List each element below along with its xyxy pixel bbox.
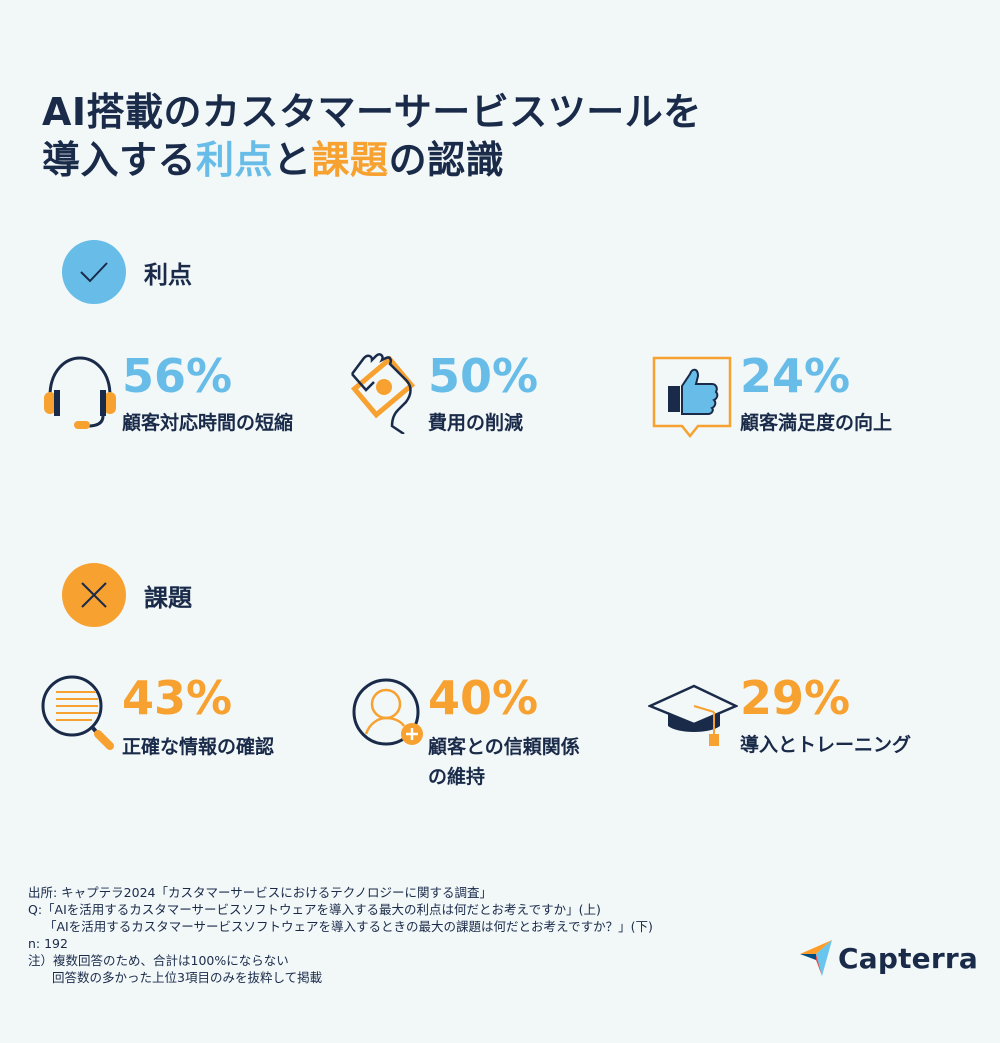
- benefit-percent-2: 50%: [428, 349, 539, 403]
- challenge-label-2-line2: の維持: [428, 766, 486, 788]
- challenge-percent-1: 43%: [122, 671, 233, 725]
- challenges-heading: 課題: [144, 583, 192, 612]
- footnote-source: 出所: キャプテラ2024「カスタマーサービスにおけるテクノロジーに関する調査」: [28, 885, 492, 900]
- title-challenge: 課題: [311, 138, 389, 182]
- money-hand-icon: [350, 353, 416, 434]
- headset-icon: [44, 356, 116, 429]
- title-prefix: 導入する: [42, 138, 197, 182]
- challenge-item-1: 43% 正確な情報の確認: [40, 672, 340, 762]
- benefit-label-3: 顧客満足度の向上: [740, 412, 893, 434]
- benefit-label-2: 費用の削減: [428, 412, 524, 434]
- footnote-note-1: 注）複数回答のため、合計は100%にならない: [28, 953, 289, 968]
- challenge-percent-3: 29%: [740, 671, 851, 725]
- title-line-1: AI搭載のカスタマーサービスツールを: [42, 90, 702, 134]
- thumbs-up-icon: [652, 356, 732, 439]
- title-benefit: 利点: [196, 138, 274, 182]
- magnifier-document-icon: [41, 675, 114, 750]
- challenge-item-3: 29% 導入とトレーニング: [648, 672, 968, 762]
- user-add-icon: [352, 678, 423, 746]
- footnote-note-2: 回答数の多かった上位3項目のみを抜粋して掲載: [52, 970, 323, 985]
- challenge-label-2-line1: 顧客との信頼関係: [428, 736, 580, 758]
- challenges-header: 課題: [62, 563, 192, 627]
- capterra-logo: Capterra: [800, 940, 978, 976]
- title-line-2: 導入する利点と課題の認識: [42, 136, 702, 184]
- challenge-percent-2: 40%: [428, 671, 539, 725]
- challenge-label-1: 正確な情報の確認: [122, 736, 275, 758]
- benefit-label-1: 顧客対応時間の短縮: [122, 412, 294, 434]
- footnote: 出所: キャプテラ2024「カスタマーサービスにおけるテクノロジーに関する調査」…: [28, 884, 653, 986]
- title-mid: と: [273, 138, 312, 182]
- graduation-cap-icon: [648, 684, 738, 746]
- challenge-item-2: 40% 顧客との信頼関係 の維持: [352, 672, 632, 792]
- benefit-item-1: 56% 顧客対応時間の短縮: [40, 350, 340, 440]
- benefit-item-2: 50% 費用の削減: [348, 350, 628, 440]
- footnote-question-1: Q:「AIを活用するカスタマーサービスソフトウェアを導入する最大の利点は何だとお…: [28, 902, 601, 917]
- benefit-item-3: 24% 顧客満足度の向上: [652, 352, 952, 446]
- footnote-sample-size: n: 192: [28, 936, 68, 951]
- challenge-label-3: 導入とトレーニング: [740, 734, 912, 756]
- checkmark-icon: [62, 240, 126, 304]
- logo-text: Capterra: [838, 941, 978, 975]
- benefit-percent-3: 24%: [740, 349, 851, 403]
- footnote-question-2: 「AIを活用するカスタマーサービスソフトウェアを導入するときの最大の課題は何だと…: [44, 919, 653, 934]
- page-title: AI搭載のカスタマーサービスツールを 導入する利点と課題の認識: [42, 88, 702, 184]
- benefit-percent-1: 56%: [122, 349, 233, 403]
- capterra-arrow-icon: [800, 940, 832, 976]
- benefits-header: 利点: [62, 240, 192, 304]
- challenge-label-2: 顧客との信頼関係 の維持: [428, 732, 580, 792]
- benefits-heading: 利点: [144, 260, 192, 289]
- cross-icon: [62, 563, 126, 627]
- title-suffix: の認識: [388, 138, 505, 182]
